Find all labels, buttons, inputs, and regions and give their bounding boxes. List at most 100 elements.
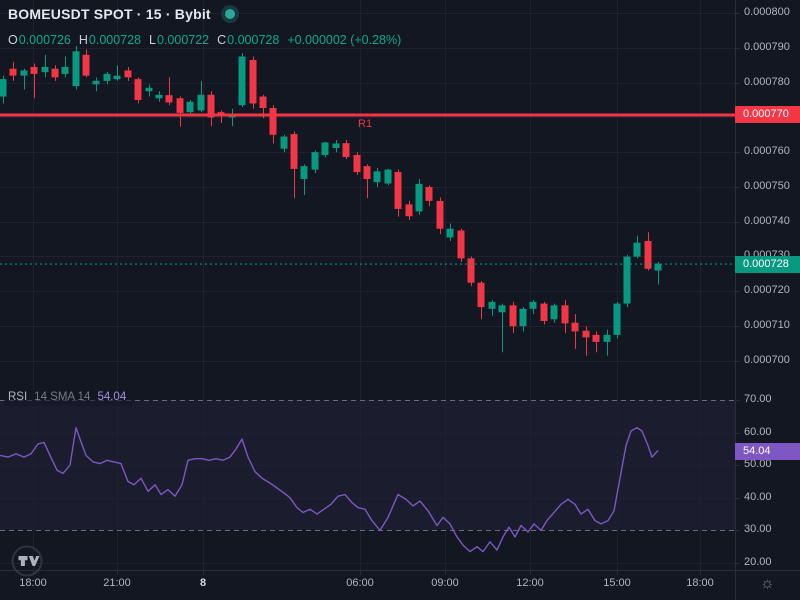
candle <box>311 150 319 174</box>
candle <box>509 301 517 334</box>
current-price-badge: 0.000728 <box>735 256 800 273</box>
candle <box>644 232 652 271</box>
candle <box>561 300 569 334</box>
candle <box>519 307 527 332</box>
candle <box>145 84 153 97</box>
rsi-legend: RSI 14 SMA 14 54.04 <box>4 389 133 406</box>
high-value: 0.000728 <box>88 33 142 47</box>
candle <box>207 91 215 127</box>
time-axis-label: 18:00 <box>19 577 47 589</box>
candle <box>51 65 59 81</box>
open-value: 0.000726 <box>18 33 71 47</box>
price-axis-label: 20.00 <box>744 556 772 568</box>
low-pair: L 0.000722 <box>149 33 209 47</box>
candle <box>92 77 100 92</box>
candle <box>9 61 17 81</box>
symbol-title[interactable]: BOMEUSDT SPOT · 15 · Bybit <box>8 6 211 22</box>
candle <box>633 235 641 259</box>
candle <box>124 66 132 81</box>
rsi-value-badge: 54.04 <box>735 443 800 460</box>
theme-sun-icon[interactable]: ☼ <box>760 575 775 592</box>
high-pair: H 0.000728 <box>79 33 141 47</box>
ohlc-legend: O 0.000726 H 0.000728 L 0.000722 C 0.000… <box>8 33 401 47</box>
candle <box>0 75 7 104</box>
candle <box>72 46 80 90</box>
tradingview-logo[interactable] <box>9 543 45 579</box>
candle <box>30 63 38 99</box>
price-axis-label: 0.000760 <box>744 145 790 157</box>
rsi-params: 14 SMA 14 <box>34 391 91 403</box>
candle <box>176 96 184 127</box>
candle <box>384 168 392 186</box>
price-axis-label: 60.00 <box>744 426 772 438</box>
close-pair: C 0.000728 <box>217 33 279 47</box>
price-axis[interactable]: 0.000800 0.000790 0.000780 0.000760 0.000750… <box>736 0 800 570</box>
price-axis-label: 0.000750 <box>744 180 790 192</box>
candle <box>592 331 600 353</box>
candle <box>41 54 49 78</box>
candle <box>613 301 621 339</box>
candle <box>654 261 662 285</box>
candle <box>186 100 194 116</box>
candle <box>332 140 340 153</box>
market-status-icon[interactable] <box>224 9 235 19</box>
r1-level-label: R1 <box>358 118 373 130</box>
price-axis-label: 0.000740 <box>744 215 790 227</box>
close-label: C <box>217 33 227 47</box>
candle <box>582 326 590 356</box>
candle <box>228 108 236 127</box>
candle <box>415 178 423 215</box>
rsi-value: 54.04 <box>97 391 127 403</box>
candle <box>394 169 402 217</box>
candle <box>249 56 257 109</box>
candle <box>103 72 111 85</box>
candle <box>529 300 537 315</box>
candle <box>488 300 496 316</box>
candle <box>457 228 465 262</box>
candle <box>446 223 454 241</box>
rsi-line <box>0 427 659 553</box>
price-axis-label: 40.00 <box>744 491 772 503</box>
candle <box>405 200 413 221</box>
low-label: L <box>149 33 156 47</box>
time-axis-label: 8 <box>199 577 207 589</box>
candle <box>155 91 163 102</box>
price-axis-label: 30.00 <box>744 523 772 535</box>
candle <box>113 65 121 81</box>
change-value: +0.000002 (+0.28%) <box>287 33 402 47</box>
open-pair: O 0.000726 <box>8 33 71 47</box>
candle <box>498 303 506 353</box>
rsi-name: RSI <box>8 391 28 403</box>
time-axis-label: 21:00 <box>103 577 131 589</box>
time-axis-label: 15:00 <box>603 577 631 589</box>
candle <box>425 185 433 207</box>
time-axis[interactable]: 18:00 21:00 8 06:00 09:00 12:00 15:00 18:00 <box>0 570 735 600</box>
candle <box>134 77 142 104</box>
candle <box>165 77 173 106</box>
price-axis-label: 70.00 <box>744 393 772 405</box>
r1-price-badge: 0.000770 <box>735 106 800 123</box>
candle <box>280 134 288 153</box>
candle <box>20 68 28 90</box>
candle <box>571 314 579 349</box>
time-axis-label: 12:00 <box>516 577 544 589</box>
high-label: H <box>78 33 88 47</box>
candle <box>477 280 485 320</box>
candle <box>363 164 371 199</box>
price-axis-label: 0.000700 <box>744 354 790 366</box>
price-axis-label: 50.00 <box>744 458 772 470</box>
candle <box>342 140 350 160</box>
low-value: 0.000722 <box>157 33 210 47</box>
candle <box>61 56 69 78</box>
candle <box>290 131 298 199</box>
candle <box>373 167 381 187</box>
time-axis-label: 06:00 <box>346 577 374 589</box>
price-axis-label: 0.000790 <box>744 41 790 53</box>
candle <box>82 49 90 78</box>
open-label: O <box>8 33 18 47</box>
candle <box>540 301 548 325</box>
price-axis-label: 0.000710 <box>744 319 790 331</box>
